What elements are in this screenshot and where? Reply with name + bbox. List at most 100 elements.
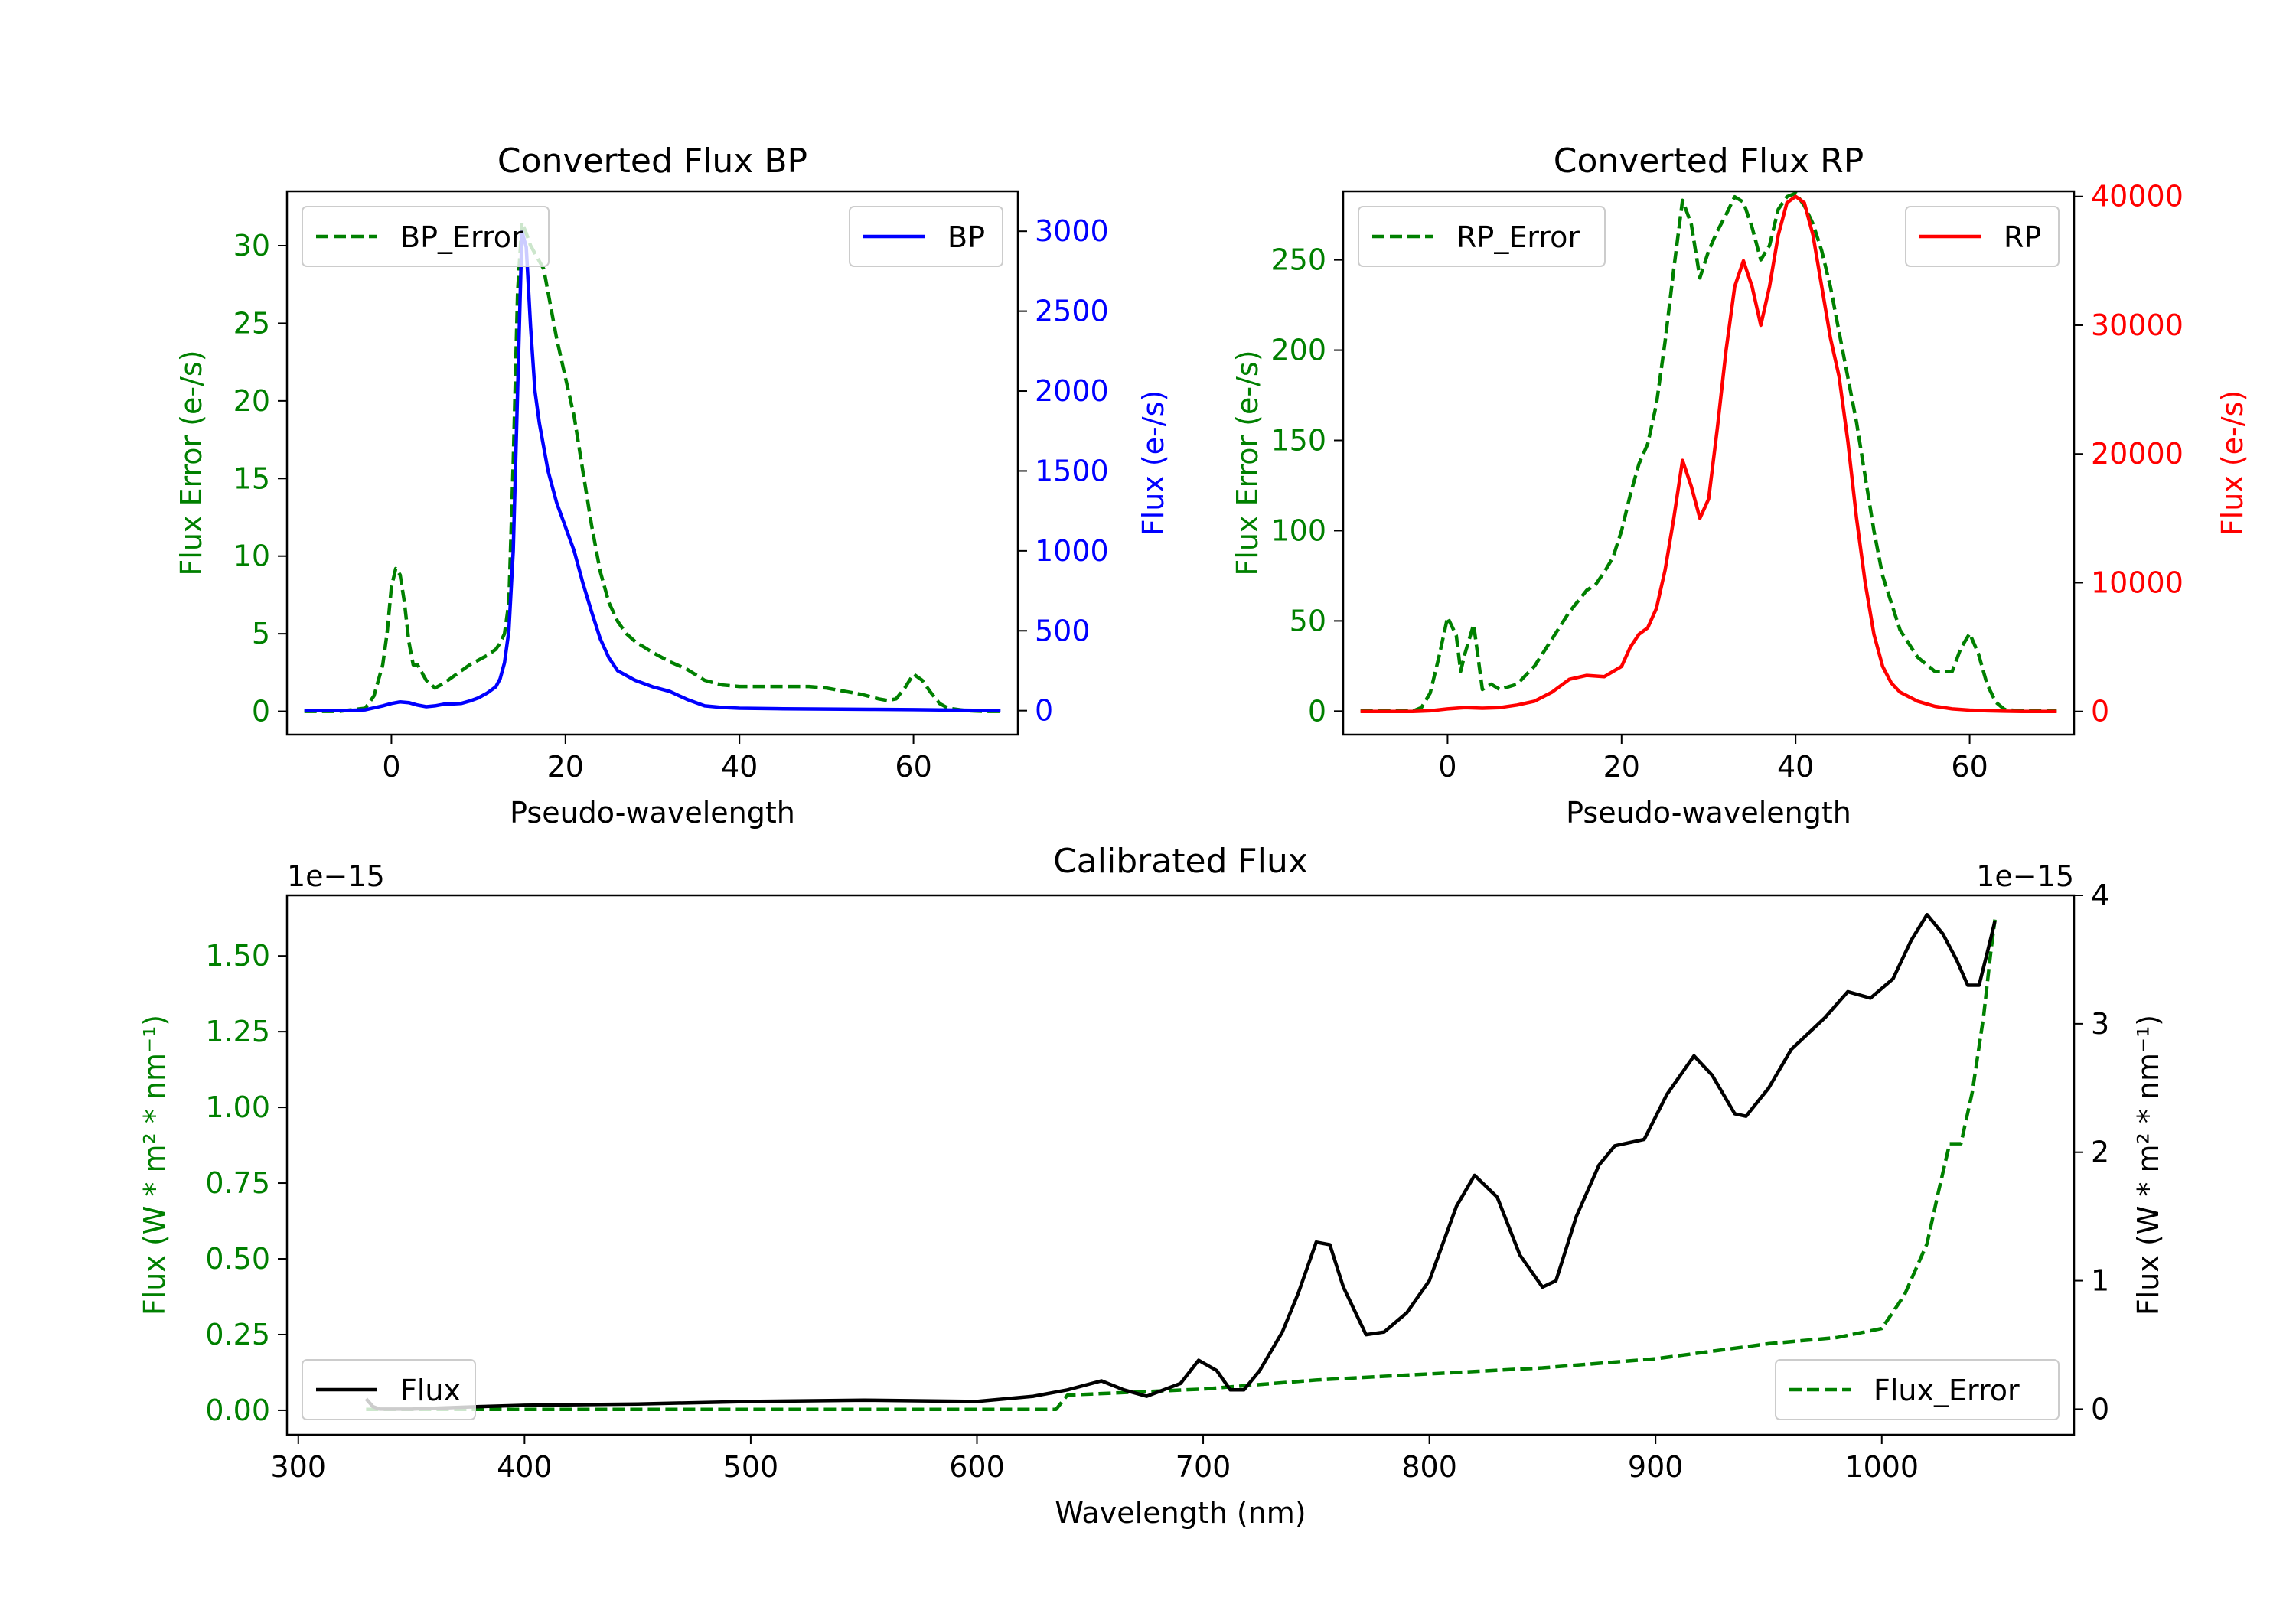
left-offset-text: 1e−15 <box>287 859 385 893</box>
right-tick-label: 0 <box>2091 1392 2109 1426</box>
legend-rp-error: RP_Error <box>1358 206 1606 267</box>
x-tick-label: 40 <box>721 750 758 784</box>
plot-frame <box>285 894 2076 1436</box>
x-axis-label: Wavelength (nm) <box>1055 1496 1306 1530</box>
left-tick-label: 1.00 <box>205 1090 270 1124</box>
right-tick-label: 10000 <box>2091 566 2183 599</box>
series-group <box>1360 191 2057 713</box>
x-tick-label: 1000 <box>1844 1450 1919 1484</box>
series-group <box>364 912 1997 1411</box>
x-tick-label: 500 <box>723 1450 779 1484</box>
right-tick-label: 4 <box>2091 878 2109 912</box>
x-tick-label: 20 <box>1603 750 1640 784</box>
legend-box <box>302 206 550 267</box>
left-axis-label: Flux Error (e-/s) <box>174 350 208 575</box>
left-tick-label: 200 <box>1270 334 1326 367</box>
right-tick-label: 1 <box>2091 1264 2109 1298</box>
right-tick-label: 30000 <box>2091 308 2183 342</box>
legend-box <box>1358 206 1606 267</box>
right-tick-label: 2000 <box>1035 374 1109 408</box>
right-tick-label: 3 <box>2091 1007 2109 1041</box>
right-offset-text: 1e−15 <box>1976 859 2074 893</box>
left-tick-label: 0.25 <box>205 1318 270 1351</box>
chart-cal: Calibrated Flux 300 400 500 600 700 800 900 1000… <box>138 842 2165 1530</box>
chart-title: Converted Flux BP <box>497 142 807 181</box>
chart-rp: Converted Flux RP 0 20 40 60 Pseudo-wavelengt… <box>1231 142 2249 830</box>
right-tick-label: 2 <box>2091 1136 2109 1169</box>
left-tick-label: 1.25 <box>205 1015 270 1048</box>
legend-label: RP <box>2004 220 2041 254</box>
x-tick-label: 60 <box>1951 750 1988 784</box>
left-tick-label: 5 <box>252 617 270 650</box>
x-tick-label: 600 <box>949 1450 1005 1484</box>
chart-title: Calibrated Flux <box>1053 842 1308 881</box>
left-tick-label: 1.50 <box>205 939 270 973</box>
left-tick-label: 0.50 <box>205 1242 270 1276</box>
series-line-rp-error <box>1360 191 2057 713</box>
legend-label: Flux <box>400 1374 461 1407</box>
left-tick-label: 250 <box>1270 243 1326 277</box>
series-line-flux-error <box>366 919 1997 1411</box>
right-tick-label: 1000 <box>1035 534 1109 568</box>
left-tick-label: 15 <box>233 461 270 495</box>
left-tick-label: 0.75 <box>205 1166 270 1200</box>
left-tick-label: 100 <box>1270 513 1326 547</box>
x-tick-label: 20 <box>547 750 584 784</box>
legend-box <box>849 206 1003 267</box>
right-tick-label: 0 <box>1035 694 1053 728</box>
x-tick-label: 0 <box>382 750 400 784</box>
legend-box <box>1775 1359 2060 1420</box>
right-tick-label: 20000 <box>2091 437 2183 471</box>
x-tick-label: 700 <box>1176 1450 1231 1484</box>
legend-box <box>302 1359 476 1420</box>
left-axis-label: Flux (W * m² * nm⁻¹) <box>138 1015 171 1315</box>
plot-frame <box>285 190 1019 736</box>
series-group <box>304 220 1001 713</box>
series-line-flux <box>364 912 1997 1411</box>
left-tick-label: 0.00 <box>205 1393 270 1427</box>
left-axis-label: Flux Error (e-/s) <box>1231 350 1264 575</box>
left-tick-label: 30 <box>233 229 270 262</box>
left-tick-label: 0 <box>1308 694 1326 728</box>
legend-label: BP <box>947 220 985 254</box>
legend-bp: BP <box>849 206 1003 267</box>
right-tick-label: 1500 <box>1035 454 1109 487</box>
plot-frame <box>1342 190 2076 736</box>
legend-rp: RP <box>1905 206 2060 267</box>
right-tick-label: 2500 <box>1035 295 1109 328</box>
right-tick-label: 40000 <box>2091 180 2183 214</box>
right-tick-label: 500 <box>1035 614 1091 647</box>
series-line-rp <box>1360 194 2057 713</box>
x-tick-label: 900 <box>1628 1450 1684 1484</box>
x-tick-label: 40 <box>1777 750 1814 784</box>
legend-label: RP_Error <box>1456 220 1580 254</box>
left-tick-label: 20 <box>233 384 270 418</box>
left-tick-label: 150 <box>1270 424 1326 458</box>
x-tick-label: 60 <box>895 750 931 784</box>
right-axis-label: Flux (e-/s) <box>1137 390 1170 536</box>
legend-bp-error: BP_Error <box>302 206 550 267</box>
legend-label: BP_Error <box>400 220 523 254</box>
legend-flux: Flux <box>302 1359 476 1420</box>
right-tick-label: 0 <box>2091 695 2109 729</box>
left-tick-label: 25 <box>233 306 270 340</box>
chart-title: Converted Flux RP <box>1554 142 1864 181</box>
right-axis-label: Flux (e-/s) <box>2216 390 2249 536</box>
right-axis-label: Flux (W * m² * nm⁻¹) <box>2131 1015 2165 1315</box>
x-tick-label: 300 <box>271 1450 327 1484</box>
legend-box <box>1905 206 2060 267</box>
x-tick-label: 400 <box>497 1450 553 1484</box>
chart-bp: Converted Flux BP 0 20 40 60 Pseudo-wavelengt… <box>174 142 1170 830</box>
legend-flux-error: Flux_Error <box>1775 1359 2060 1420</box>
left-tick-label: 0 <box>252 695 270 729</box>
left-tick-label: 10 <box>233 539 270 573</box>
series-line-bp-error <box>304 220 1001 713</box>
left-tick-label: 50 <box>1290 604 1326 637</box>
x-tick-label: 0 <box>1438 750 1456 784</box>
right-tick-label: 3000 <box>1035 214 1109 248</box>
x-axis-label: Pseudo-wavelength <box>1566 796 1851 830</box>
legend-label: Flux_Error <box>1874 1374 2020 1407</box>
x-tick-label: 800 <box>1401 1450 1457 1484</box>
